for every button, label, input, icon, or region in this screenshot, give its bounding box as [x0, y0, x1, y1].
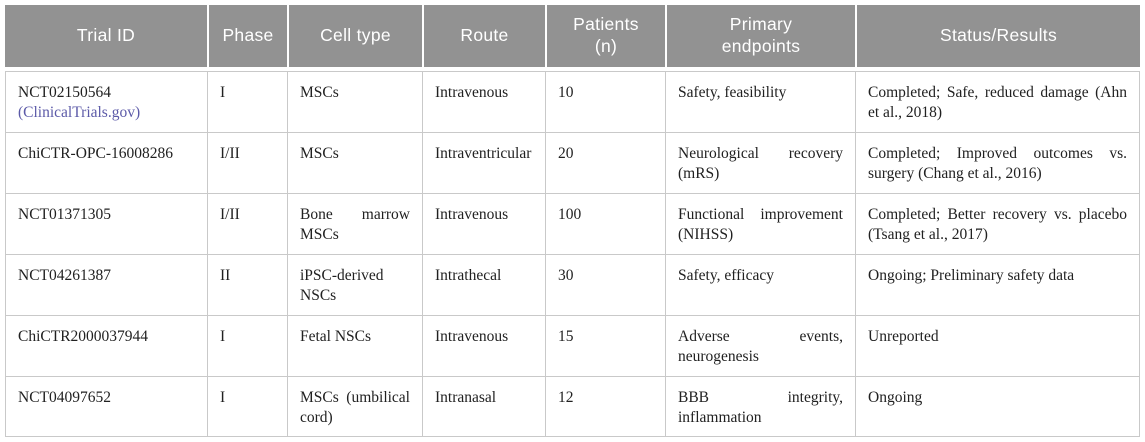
cell-patients: 12 — [545, 376, 665, 437]
cell-trial-id: ChiCTR-OPC-16008286 — [18, 144, 174, 162]
cell-cell-type: Fetal NSCs — [287, 315, 422, 376]
table-body: NCT02150564 (ClinicalTrials.gov) I MSCs … — [5, 71, 1140, 438]
cell-phase: I — [207, 376, 287, 437]
cell-route: Intrathecal — [422, 254, 545, 315]
cell-patients: 20 — [545, 132, 665, 193]
cell-trial-id: NCT04261387 — [18, 266, 111, 284]
cell-patients: 10 — [545, 72, 665, 132]
cell-trial-id: NCT02150564 (ClinicalTrials.gov) — [6, 72, 207, 132]
cell-cell-type: MSCs — [287, 72, 422, 132]
cell-route: Intravenous — [422, 315, 545, 376]
cell-status-results: Completed; Safe, reduced damage (Ahn et … — [855, 72, 1139, 132]
col-header-trial-id: Trial ID — [5, 5, 207, 67]
cell-trial-id: NCT01371305 — [18, 205, 111, 223]
col-header-label: Status/Results — [939, 25, 1058, 46]
cell-primary-endpoints: Neurological recovery (mRS) — [665, 132, 855, 193]
cell-trial-id: NCT04097652 — [18, 388, 111, 406]
cell-route: Intravenous — [422, 193, 545, 254]
cell-primary-endpoints: Safety, efficacy — [665, 254, 855, 315]
cell-cell-type: MSCs (umbilical cord) — [287, 376, 422, 437]
col-header-cell-type: Cell type — [287, 5, 422, 67]
cell-status-results: Ongoing — [855, 376, 1139, 437]
trial-id-text: NCT02150564 — [18, 84, 111, 101]
cell-route: Intraventricular — [422, 132, 545, 193]
cell-trial-id: ChiCTR2000037944 — [18, 327, 149, 345]
col-header-status-results: Status/Results — [855, 5, 1140, 67]
cell-phase: II — [207, 254, 287, 315]
table-header-row: Trial ID Phase Cell type Route Patients … — [5, 5, 1140, 67]
cell-primary-endpoints: BBB integrity, inflammation — [665, 376, 855, 437]
table-row: NCT04097652 I MSCs (umbilical cord) Intr… — [6, 375, 1139, 437]
cell-route: Intravenous — [422, 72, 545, 132]
cell-status-results: Completed; Better recovery vs. placebo (… — [855, 193, 1139, 254]
cell-primary-endpoints: Adverse events, neurogenesis — [665, 315, 855, 376]
table-row: NCT04261387 II iPSC-derived NSCs Intrath… — [6, 253, 1139, 315]
col-header-label: Route — [460, 25, 509, 46]
cell-status-results: Ongoing; Preliminary safety data — [855, 254, 1139, 315]
cell-cell-type: Bone marrow MSCs — [287, 193, 422, 254]
col-header-label: (n) — [594, 36, 618, 56]
cell-phase: I/II — [207, 193, 287, 254]
cell-route: Intranasal — [422, 376, 545, 437]
cell-primary-endpoints: Functional improvement (NIHSS) — [665, 193, 855, 254]
col-header-label: Patients — [573, 14, 639, 35]
table-row: ChiCTR2000037944 I Fetal NSCs Intravenou… — [6, 314, 1139, 376]
col-header-label: Cell type — [320, 25, 391, 46]
col-header-label: Trial ID — [76, 25, 136, 46]
cell-phase: I — [207, 72, 287, 132]
cell-status-results: Completed; Improved outcomes vs. surgery… — [855, 132, 1139, 193]
cell-patients: 30 — [545, 254, 665, 315]
cell-status-results: Unreported — [855, 315, 1139, 376]
table-row: NCT01371305 I/II Bone marrow MSCs Intrav… — [6, 192, 1139, 254]
col-header-route: Route — [422, 5, 545, 67]
col-header-label: Primary — [729, 14, 793, 35]
cell-phase: I/II — [207, 132, 287, 193]
col-header-label: Phase — [222, 25, 274, 46]
col-header-primary-endpoints: Primary endpoints — [665, 5, 855, 67]
col-header-patients: Patients (n) — [545, 5, 665, 67]
table-row: ChiCTR-OPC-16008286 I/II MSCs Intraventr… — [6, 131, 1139, 193]
cell-patients: 100 — [545, 193, 665, 254]
cell-phase: I — [207, 315, 287, 376]
col-header-phase: Phase — [207, 5, 287, 67]
clinicaltrials-gov-link[interactable]: (ClinicalTrials.gov) — [18, 104, 141, 122]
cell-patients: 15 — [545, 315, 665, 376]
cell-cell-type: iPSC-derived NSCs — [287, 254, 422, 315]
cell-cell-type: MSCs — [287, 132, 422, 193]
col-header-label: endpoints — [721, 36, 801, 56]
table-row: NCT02150564 (ClinicalTrials.gov) I MSCs … — [6, 72, 1139, 132]
cell-primary-endpoints: Safety, feasibility — [665, 72, 855, 132]
